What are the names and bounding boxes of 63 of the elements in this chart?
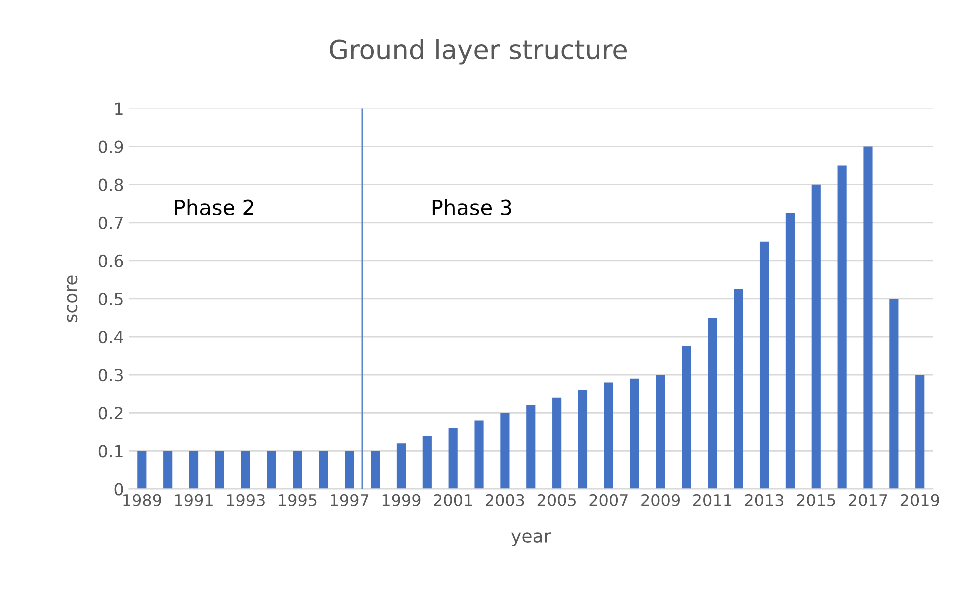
bar (786, 213, 795, 490)
bar (838, 166, 847, 490)
bar (267, 451, 276, 490)
x-tick-label: 1997 (331, 494, 369, 506)
annotation: Phase 3 (432, 199, 512, 216)
bar (396, 444, 406, 490)
x-tick-label: 2001 (434, 494, 472, 506)
bar (630, 378, 640, 490)
bar (552, 398, 562, 490)
x-tick-label: 2007 (590, 494, 628, 506)
bar (682, 346, 692, 490)
y-tick-label: 0 (114, 483, 124, 496)
x-tick-label: 2009 (642, 494, 680, 506)
y-tick-label: 0.3 (98, 369, 123, 382)
x-tick-label: 2013 (745, 494, 784, 506)
bar (138, 451, 147, 490)
y-tick-label: 0.2 (98, 407, 123, 420)
x-tick-label: 1993 (227, 494, 265, 506)
x-tick-label: 2011 (694, 494, 732, 506)
y-tick-label: 0.5 (98, 292, 123, 306)
chart-title: Ground layer structure (330, 39, 627, 65)
bar (345, 451, 354, 490)
x-tick-label: 1995 (279, 494, 317, 506)
bar (474, 420, 484, 490)
bar (319, 451, 328, 490)
bar (578, 390, 588, 490)
y-tick-label: 0.1 (98, 445, 123, 458)
x-tick-label: 2015 (797, 494, 836, 506)
annotation: Phase 2 (175, 199, 254, 216)
bar (293, 451, 302, 490)
y-tick-label: 1 (116, 102, 123, 116)
bar (708, 318, 718, 490)
x-tick-label: 1991 (175, 494, 213, 506)
bar (890, 298, 899, 490)
bar (734, 289, 744, 490)
bar (916, 375, 925, 490)
x-tick-label: 2003 (486, 494, 524, 506)
x-tick-label: 2017 (849, 494, 888, 506)
bar (241, 451, 250, 490)
x-tick-label: 2005 (538, 494, 576, 506)
y-tick-label: 0.7 (98, 216, 123, 230)
y-tick-label: 0.8 (98, 178, 124, 192)
x-tick-label: 2019 (900, 494, 940, 506)
bar (526, 406, 536, 490)
bar (812, 184, 821, 490)
y-tick-label: 0.4 (98, 330, 124, 344)
bar (422, 436, 432, 490)
bar (760, 242, 770, 490)
x-tick-label: 1999 (382, 494, 421, 506)
bar (164, 451, 173, 490)
bar (215, 451, 224, 490)
bar (448, 428, 458, 490)
bar (371, 451, 380, 490)
y-tick-label: 0.9 (98, 140, 124, 154)
x-tick-label: 1989 (124, 494, 162, 506)
bar (500, 413, 510, 490)
bar (189, 451, 199, 490)
y-tick-label: 0.6 (98, 254, 124, 268)
bar (604, 382, 614, 490)
bar (864, 146, 873, 490)
bar (656, 375, 666, 490)
y-axis-title: score (67, 276, 78, 322)
x-axis-title: year (512, 532, 552, 546)
